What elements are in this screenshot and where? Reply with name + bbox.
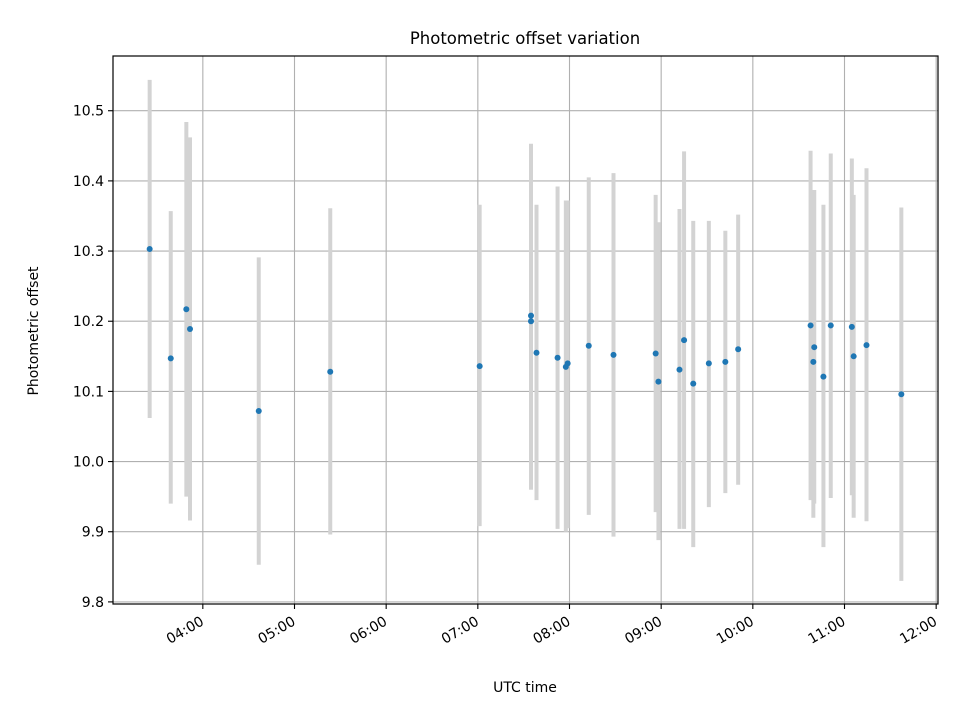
data-point bbox=[810, 358, 817, 365]
chart-title: Photometric offset variation bbox=[410, 29, 640, 48]
data-point bbox=[848, 323, 855, 330]
data-point bbox=[705, 360, 712, 367]
data-point bbox=[655, 378, 662, 385]
data-point bbox=[820, 373, 827, 380]
y-ticks: 9.8 9.9 10.0 10.1 10.2 10.3 10.4 10.5 bbox=[73, 104, 113, 611]
data-point bbox=[898, 391, 905, 398]
data-point bbox=[554, 354, 561, 361]
y-tick-label: 10.1 bbox=[73, 384, 104, 400]
plot-frame bbox=[112, 55, 939, 605]
data-point bbox=[187, 325, 193, 332]
data-point bbox=[167, 355, 174, 362]
y-tick-label: 9.8 bbox=[82, 595, 104, 611]
data-point bbox=[528, 312, 534, 319]
data-point bbox=[735, 346, 742, 353]
y-tick-label: 10.4 bbox=[73, 174, 104, 190]
data-point bbox=[585, 342, 592, 349]
data-point bbox=[327, 368, 334, 375]
y-tick-label: 10.2 bbox=[73, 314, 104, 330]
data-point bbox=[528, 318, 534, 325]
data-point bbox=[676, 366, 683, 373]
y-tick-label: 10.0 bbox=[73, 455, 104, 471]
y-axis-label: Photometric offset bbox=[26, 266, 42, 396]
data-point bbox=[863, 342, 870, 349]
data-point bbox=[681, 337, 688, 344]
data-point bbox=[807, 322, 814, 329]
y-tick-label: 9.9 bbox=[82, 525, 104, 541]
data-point bbox=[811, 344, 818, 351]
x-axis-label: UTC time bbox=[493, 680, 557, 696]
data-points bbox=[146, 245, 905, 415]
grid bbox=[113, 56, 938, 604]
data-point bbox=[146, 245, 153, 252]
data-point bbox=[690, 380, 697, 387]
data-point bbox=[533, 349, 540, 356]
data-point bbox=[183, 306, 190, 313]
data-point bbox=[850, 353, 857, 360]
data-point bbox=[610, 351, 617, 358]
data-point bbox=[564, 360, 571, 367]
data-point bbox=[827, 322, 834, 329]
data-point bbox=[722, 358, 729, 365]
data-point bbox=[652, 350, 659, 357]
y-tick-label: 10.5 bbox=[73, 104, 104, 120]
data-point bbox=[255, 408, 262, 415]
data-point bbox=[476, 363, 483, 370]
y-tick-label: 10.3 bbox=[73, 244, 104, 260]
